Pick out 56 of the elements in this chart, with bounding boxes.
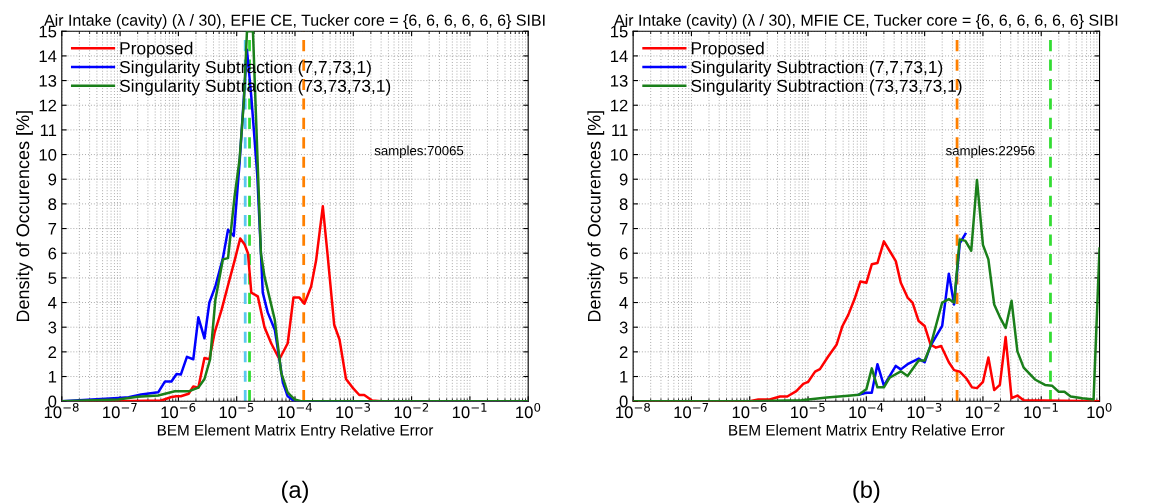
x-tick-label: 10$^{−4}$ <box>849 403 884 419</box>
y-tick-label: 5 <box>619 272 628 285</box>
y-tick-label: 7 <box>619 223 628 235</box>
x-tick-label: 10$^{−7}$ <box>674 403 709 419</box>
y-tick-label: 12 <box>39 99 57 112</box>
x-tick-label: 10$^{−6}$ <box>732 402 767 419</box>
x-axis-title: BEM Element Matrix Entry Relative Error <box>729 424 1005 439</box>
x-tick-label: 10$^{−1}$ <box>452 403 487 419</box>
y-tick-label: 6 <box>619 247 628 260</box>
x-tick-label: 10$^{−3}$ <box>336 402 371 419</box>
annotation: samples:70065 <box>374 145 464 158</box>
x-tick-label: 10$^{−5}$ <box>791 403 825 419</box>
y-axis-title: Density of Occurences [%] <box>16 111 33 322</box>
y-tick-label: 4 <box>48 297 57 309</box>
y-tick-label: 2 <box>48 346 57 358</box>
y-tick-label: 14 <box>611 50 628 62</box>
y-tick-label: 9 <box>619 173 628 186</box>
text: (b) <box>853 480 880 503</box>
y-tick-label: 14 <box>39 50 57 62</box>
x-tick-label: 10$^{0}$ <box>1087 402 1112 419</box>
y-tick-label: 10 <box>39 148 57 161</box>
y-tick-label: 1 <box>620 371 628 383</box>
y-tick-label: 8 <box>48 198 57 211</box>
x-tick-label: 10$^{−2}$ <box>965 402 1000 419</box>
y-tick-label: 8 <box>619 198 628 211</box>
y-tick-label: 3 <box>619 321 628 334</box>
x-tick-label: 10$^{0}$ <box>516 402 541 419</box>
y-tick-label: 3 <box>48 321 57 334</box>
y-tick-label: 2 <box>619 346 628 358</box>
annotation: samples:22956 <box>945 145 1035 158</box>
y-tick-label: 7 <box>48 223 57 235</box>
legend-label: Proposed <box>120 41 193 58</box>
legend-label: Singularity Subtraction (7,7,73,1) <box>691 60 943 77</box>
y-tick-label: 6 <box>48 247 57 260</box>
x-tick-label: 10$^{−2}$ <box>394 402 429 419</box>
y-tick-label: 13 <box>611 74 628 87</box>
y-tick-label: 11 <box>40 124 57 136</box>
x-tick-label: 10$^{−6}$ <box>161 402 196 419</box>
x-tick-label: 10$^{−5}$ <box>219 403 254 419</box>
x-tick-label: 10$^{−3}$ <box>907 402 942 419</box>
y-tick-label: 11 <box>612 124 628 136</box>
y-tick-label: 12 <box>611 99 628 112</box>
text: (a) <box>282 480 308 503</box>
x-tick-label: 10$^{−7}$ <box>103 403 137 419</box>
y-tick-label: 10 <box>611 148 628 161</box>
x-axis-title: BEM Element Matrix Entry Relative Error <box>157 424 434 439</box>
y-tick-label: 13 <box>39 74 57 87</box>
legend-label: Singularity Subtraction (73,73,73,1) <box>691 79 962 96</box>
x-tick-label: 10$^{−4}$ <box>278 403 312 419</box>
x-tick-label: 10$^{−1}$ <box>1024 403 1058 419</box>
y-tick-label: 5 <box>48 272 57 285</box>
y-tick-label: 4 <box>619 297 628 309</box>
y-tick-label: 9 <box>48 173 57 186</box>
y-tick-label: 1 <box>48 371 57 383</box>
y-axis-title: Density of Occurences [%] <box>587 111 605 322</box>
legend-label: Proposed <box>691 41 764 58</box>
